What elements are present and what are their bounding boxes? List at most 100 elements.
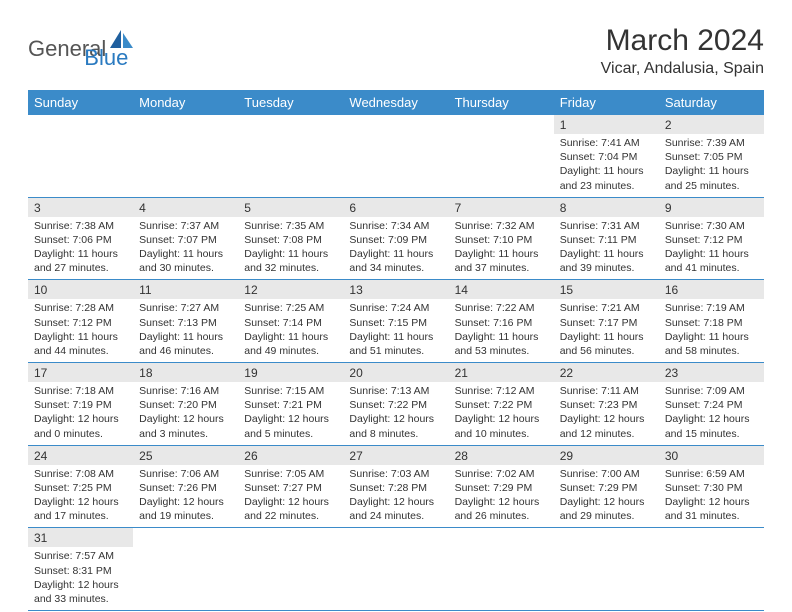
day-detail-cell: Sunrise: 6:59 AMSunset: 7:30 PMDaylight:… — [659, 465, 764, 528]
day-detail-cell: Sunrise: 7:12 AMSunset: 7:22 PMDaylight:… — [449, 382, 554, 445]
day-number-cell: 12 — [238, 280, 343, 300]
day-detail-cell: Sunrise: 7:38 AMSunset: 7:06 PMDaylight:… — [28, 217, 133, 280]
day-number-cell: 23 — [659, 363, 764, 383]
day-number-cell: 15 — [554, 280, 659, 300]
day-number-cell — [133, 528, 238, 548]
detail-row: Sunrise: 7:41 AMSunset: 7:04 PMDaylight:… — [28, 134, 764, 197]
day-number-cell — [238, 528, 343, 548]
day-header-row: Sunday Monday Tuesday Wednesday Thursday… — [28, 90, 764, 115]
day-detail-cell: Sunrise: 7:18 AMSunset: 7:19 PMDaylight:… — [28, 382, 133, 445]
day-detail-cell: Sunrise: 7:16 AMSunset: 7:20 PMDaylight:… — [133, 382, 238, 445]
day-detail-cell: Sunrise: 7:08 AMSunset: 7:25 PMDaylight:… — [28, 465, 133, 528]
daynum-row: 17181920212223 — [28, 363, 764, 383]
day-number-cell: 17 — [28, 363, 133, 383]
day-number-cell — [659, 528, 764, 548]
day-detail-cell: Sunrise: 7:27 AMSunset: 7:13 PMDaylight:… — [133, 299, 238, 362]
day-detail-cell: Sunrise: 7:39 AMSunset: 7:05 PMDaylight:… — [659, 134, 764, 197]
day-detail-cell: Sunrise: 7:57 AMSunset: 8:31 PMDaylight:… — [28, 547, 133, 610]
day-detail-cell — [133, 134, 238, 197]
location: Vicar, Andalusia, Spain — [601, 60, 764, 78]
day-detail-cell: Sunrise: 7:31 AMSunset: 7:11 PMDaylight:… — [554, 217, 659, 280]
day-detail-cell: Sunrise: 7:06 AMSunset: 7:26 PMDaylight:… — [133, 465, 238, 528]
day-number-cell: 30 — [659, 445, 764, 465]
day-number-cell: 10 — [28, 280, 133, 300]
day-detail-cell — [238, 134, 343, 197]
day-number-cell — [449, 528, 554, 548]
day-number-cell: 13 — [343, 280, 448, 300]
day-number-cell: 11 — [133, 280, 238, 300]
day-detail-cell: Sunrise: 7:19 AMSunset: 7:18 PMDaylight:… — [659, 299, 764, 362]
detail-row: Sunrise: 7:57 AMSunset: 8:31 PMDaylight:… — [28, 547, 764, 610]
day-number-cell: 25 — [133, 445, 238, 465]
dh-sat: Saturday — [659, 90, 764, 115]
day-number-cell: 26 — [238, 445, 343, 465]
day-detail-cell — [449, 134, 554, 197]
day-detail-cell: Sunrise: 7:24 AMSunset: 7:15 PMDaylight:… — [343, 299, 448, 362]
day-detail-cell — [343, 547, 448, 610]
dh-tue: Tuesday — [238, 90, 343, 115]
title-block: March 2024 Vicar, Andalusia, Spain — [601, 24, 764, 78]
day-detail-cell: Sunrise: 7:03 AMSunset: 7:28 PMDaylight:… — [343, 465, 448, 528]
day-number-cell: 20 — [343, 363, 448, 383]
daynum-row: 31 — [28, 528, 764, 548]
day-number-cell: 9 — [659, 197, 764, 217]
day-number-cell — [238, 115, 343, 134]
daynum-row: 24252627282930 — [28, 445, 764, 465]
detail-row: Sunrise: 7:28 AMSunset: 7:12 PMDaylight:… — [28, 299, 764, 362]
day-detail-cell — [133, 547, 238, 610]
day-detail-cell: Sunrise: 7:25 AMSunset: 7:14 PMDaylight:… — [238, 299, 343, 362]
day-detail-cell: Sunrise: 7:41 AMSunset: 7:04 PMDaylight:… — [554, 134, 659, 197]
detail-row: Sunrise: 7:38 AMSunset: 7:06 PMDaylight:… — [28, 217, 764, 280]
detail-row: Sunrise: 7:18 AMSunset: 7:19 PMDaylight:… — [28, 382, 764, 445]
day-detail-cell: Sunrise: 7:13 AMSunset: 7:22 PMDaylight:… — [343, 382, 448, 445]
dh-sun: Sunday — [28, 90, 133, 115]
logo-text-blue: Blue — [84, 45, 128, 70]
dh-thu: Thursday — [449, 90, 554, 115]
day-detail-cell: Sunrise: 7:00 AMSunset: 7:29 PMDaylight:… — [554, 465, 659, 528]
day-detail-cell — [343, 134, 448, 197]
day-number-cell: 29 — [554, 445, 659, 465]
daynum-row: 3456789 — [28, 197, 764, 217]
day-detail-cell — [238, 547, 343, 610]
day-detail-cell: Sunrise: 7:37 AMSunset: 7:07 PMDaylight:… — [133, 217, 238, 280]
month-title: March 2024 — [601, 24, 764, 58]
daynum-row: 10111213141516 — [28, 280, 764, 300]
day-number-cell: 8 — [554, 197, 659, 217]
day-number-cell: 14 — [449, 280, 554, 300]
day-number-cell: 18 — [133, 363, 238, 383]
day-detail-cell: Sunrise: 7:02 AMSunset: 7:29 PMDaylight:… — [449, 465, 554, 528]
day-detail-cell: Sunrise: 7:11 AMSunset: 7:23 PMDaylight:… — [554, 382, 659, 445]
day-number-cell — [449, 115, 554, 134]
day-number-cell — [554, 528, 659, 548]
dh-fri: Friday — [554, 90, 659, 115]
day-detail-cell: Sunrise: 7:09 AMSunset: 7:24 PMDaylight:… — [659, 382, 764, 445]
detail-row: Sunrise: 7:08 AMSunset: 7:25 PMDaylight:… — [28, 465, 764, 528]
day-number-cell: 16 — [659, 280, 764, 300]
day-number-cell: 24 — [28, 445, 133, 465]
calendar-table: Sunday Monday Tuesday Wednesday Thursday… — [28, 90, 764, 611]
day-number-cell: 5 — [238, 197, 343, 217]
header: General Blue March 2024 Vicar, Andalusia… — [28, 24, 764, 78]
day-number-cell — [133, 115, 238, 134]
dh-mon: Monday — [133, 90, 238, 115]
day-detail-cell: Sunrise: 7:22 AMSunset: 7:16 PMDaylight:… — [449, 299, 554, 362]
day-detail-cell: Sunrise: 7:32 AMSunset: 7:10 PMDaylight:… — [449, 217, 554, 280]
day-detail-cell: Sunrise: 7:15 AMSunset: 7:21 PMDaylight:… — [238, 382, 343, 445]
day-number-cell: 2 — [659, 115, 764, 134]
logo: General Blue — [28, 24, 180, 67]
day-number-cell: 27 — [343, 445, 448, 465]
day-detail-cell — [28, 134, 133, 197]
day-number-cell: 7 — [449, 197, 554, 217]
day-number-cell: 3 — [28, 197, 133, 217]
day-number-cell — [343, 115, 448, 134]
day-detail-cell — [449, 547, 554, 610]
day-detail-cell — [659, 547, 764, 610]
day-detail-cell: Sunrise: 7:21 AMSunset: 7:17 PMDaylight:… — [554, 299, 659, 362]
day-number-cell: 6 — [343, 197, 448, 217]
day-number-cell — [28, 115, 133, 134]
day-number-cell — [343, 528, 448, 548]
day-detail-cell: Sunrise: 7:34 AMSunset: 7:09 PMDaylight:… — [343, 217, 448, 280]
day-number-cell: 4 — [133, 197, 238, 217]
day-detail-cell — [554, 547, 659, 610]
day-number-cell: 28 — [449, 445, 554, 465]
